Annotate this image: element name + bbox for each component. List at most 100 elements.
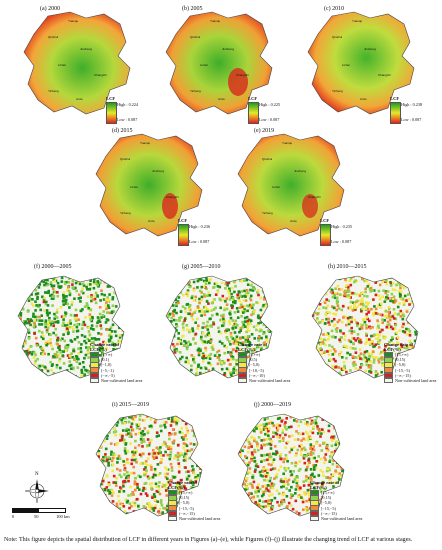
legend-class-label: [−15,−5) xyxy=(395,367,410,373)
legend-subtitle: LCF(%) xyxy=(310,485,327,490)
lcf-high: High : 0.236 xyxy=(189,224,211,229)
legend-swatch xyxy=(238,356,247,363)
legend-swatch xyxy=(238,367,247,373)
legend-class-label: [15,+∞) xyxy=(395,352,409,358)
legend-class-0: [1,+∞) xyxy=(90,351,142,358)
legend-swatch xyxy=(310,505,319,511)
svg-text:Linfen: Linfen xyxy=(200,63,209,67)
legend-class-label: [5,+∞) xyxy=(249,352,261,358)
svg-text:Yuanqu: Yuanqu xyxy=(140,141,151,145)
legend-swatch xyxy=(90,362,99,368)
legend-class-0: [15,+∞) xyxy=(168,489,220,496)
legend-class-label: [0,15) xyxy=(321,495,332,501)
legend-class-label: (−∞,−15) xyxy=(179,510,195,516)
north-label: N xyxy=(35,472,39,477)
map-panel-c: (c) 2010 Yuanqu Qinshui Jincheng Linfen Chan… xyxy=(292,4,440,126)
svg-text:Jincheng: Jincheng xyxy=(80,47,92,51)
compass-icon xyxy=(24,479,49,504)
legend-swatch xyxy=(168,489,177,496)
lcf-map-2015: Yuanqu Qinshui Jincheng Linfen Changzhi Yiche… xyxy=(95,133,203,237)
lcf-gradient xyxy=(106,102,117,124)
legend-class-label: [−1,0) xyxy=(101,362,112,368)
svg-text:Anze: Anze xyxy=(148,219,155,223)
svg-text:Yicheng: Yicheng xyxy=(332,89,343,93)
legend-swatch xyxy=(310,515,319,522)
legend-class-label: [15,+∞) xyxy=(179,490,193,496)
map-panel-d: (d) 2015 Yuanqu Qinshui Jincheng Linfen Chan… xyxy=(80,126,220,248)
legend-class-4: (−∞,−5) xyxy=(90,372,142,379)
legend-class-label: [0,5) xyxy=(249,357,258,363)
panel-title: (d) 2015 xyxy=(112,128,133,134)
svg-text:Jincheng: Jincheng xyxy=(294,169,306,173)
legend-non-cultivated-label: Non-cultivated land area xyxy=(179,516,221,522)
legend-swatch xyxy=(238,362,247,368)
legend-swatch xyxy=(384,351,393,358)
legend-swatch xyxy=(168,505,177,511)
scale-tick-0: 0 xyxy=(12,514,15,519)
legend-class-3: [−15,−5) xyxy=(310,505,362,511)
change-rate-map xyxy=(17,275,125,379)
svg-text:Yicheng: Yicheng xyxy=(120,211,131,215)
svg-text:Yuanqu: Yuanqu xyxy=(68,19,79,23)
panel-title: (e) 2019 xyxy=(254,128,275,134)
legend-class-2: [−5,0) xyxy=(384,362,436,368)
svg-text:Changzhi: Changzhi xyxy=(94,73,107,77)
map-panel-b: (b) 2005 Yuanqu Qinshui Jincheng Linfen Chan… xyxy=(150,4,290,126)
panel-title: (b) 2005 xyxy=(182,6,203,12)
panel-title: (j) 2000—2019 xyxy=(254,402,292,408)
legend-non-cultivated-label: Non-cultivated land area xyxy=(101,378,143,384)
svg-text:Qinshui: Qinshui xyxy=(332,35,343,39)
svg-text:Linfen: Linfen xyxy=(272,185,281,189)
change-map-panel-g: (g) 2005—2010 Change rate of LCF(%) [5,+∞)[… xyxy=(150,262,296,398)
legend-class-label: (−∞,−10) xyxy=(249,372,265,378)
svg-text:Yuanqu: Yuanqu xyxy=(210,19,221,23)
legend-non-cultivated-label: Non-cultivated land area xyxy=(321,516,363,522)
legend-swatch xyxy=(168,515,177,522)
legend-class-3: [−15,−5) xyxy=(384,367,436,373)
lcf-low: Low : 0.087 xyxy=(117,117,138,122)
svg-text:Changzhi: Changzhi xyxy=(308,195,321,199)
legend-class-1: [0,15) xyxy=(384,356,436,363)
change-legend: Change rate of LCF(%) [15,+∞) [0,15) [−5,0)[… xyxy=(168,480,221,522)
legend-class-label: [0,1) xyxy=(101,357,110,363)
legend-class-4: (−∞,−15) xyxy=(168,510,220,517)
lcf-high: High : 0.235 xyxy=(331,224,353,229)
legend-swatch xyxy=(310,494,319,501)
lcf-map-2019: Yuanqu Qinshui Jincheng Linfen Changzhi Yiche… xyxy=(237,133,345,237)
svg-text:Anze: Anze xyxy=(218,97,225,101)
lcf-low: Low : 0.087 xyxy=(401,117,422,122)
legend-swatch xyxy=(168,494,177,501)
legend-swatch xyxy=(310,500,319,506)
svg-text:Anze: Anze xyxy=(290,219,297,223)
svg-text:Yicheng: Yicheng xyxy=(190,89,201,93)
change-legend: Change rate of LCF(%) [15,+∞) [0,15) [−5,0)[… xyxy=(310,480,363,522)
panel-title: (i) 2015—2019 xyxy=(112,402,150,408)
svg-text:Changzhi: Changzhi xyxy=(378,73,391,77)
lcf-legend: LCF High : 0.238 Low : 0.087 xyxy=(390,96,422,124)
lcf-label: LCF xyxy=(320,218,330,223)
lcf-legend: LCF High : 0.235 Low : 0.087 xyxy=(320,218,352,246)
panel-title: (a) 2000 xyxy=(40,6,61,12)
change-map-panel-f: (f) 2000—2005 Change rate of LCF(%) [1,+∞)[… xyxy=(2,262,148,398)
legend-class-label: (−∞,−15) xyxy=(395,372,411,378)
legend-swatch xyxy=(238,351,247,358)
map-panel-e: (e) 2019 Yuanqu Qinshui Jincheng Linfen Chan… xyxy=(222,126,362,248)
panel-title: (h) 2010—2015 xyxy=(328,264,367,270)
legend-class-1: [0,1) xyxy=(90,356,142,363)
lcf-gradient xyxy=(248,102,259,124)
legend-subtitle: LCF(%) xyxy=(384,347,401,352)
legend-class-label: [1,+∞) xyxy=(101,352,113,358)
scale-bar: 0 50 100 km xyxy=(12,508,72,519)
legend-swatch xyxy=(90,377,99,384)
legend-title: Change rate of xyxy=(238,342,268,347)
legend-class-label: [−5,0) xyxy=(321,500,332,506)
legend-title: Change rate of xyxy=(384,342,414,347)
legend-swatch xyxy=(310,510,319,517)
legend-class-2: [−5,0) xyxy=(310,500,362,506)
legend-class-label: [−5,0) xyxy=(179,500,190,506)
legend-swatch xyxy=(384,362,393,368)
svg-text:Linfen: Linfen xyxy=(58,63,67,67)
legend-swatch xyxy=(90,367,99,373)
legend-class-label: [−10,−5) xyxy=(249,367,264,373)
change-rate-map xyxy=(237,413,345,517)
